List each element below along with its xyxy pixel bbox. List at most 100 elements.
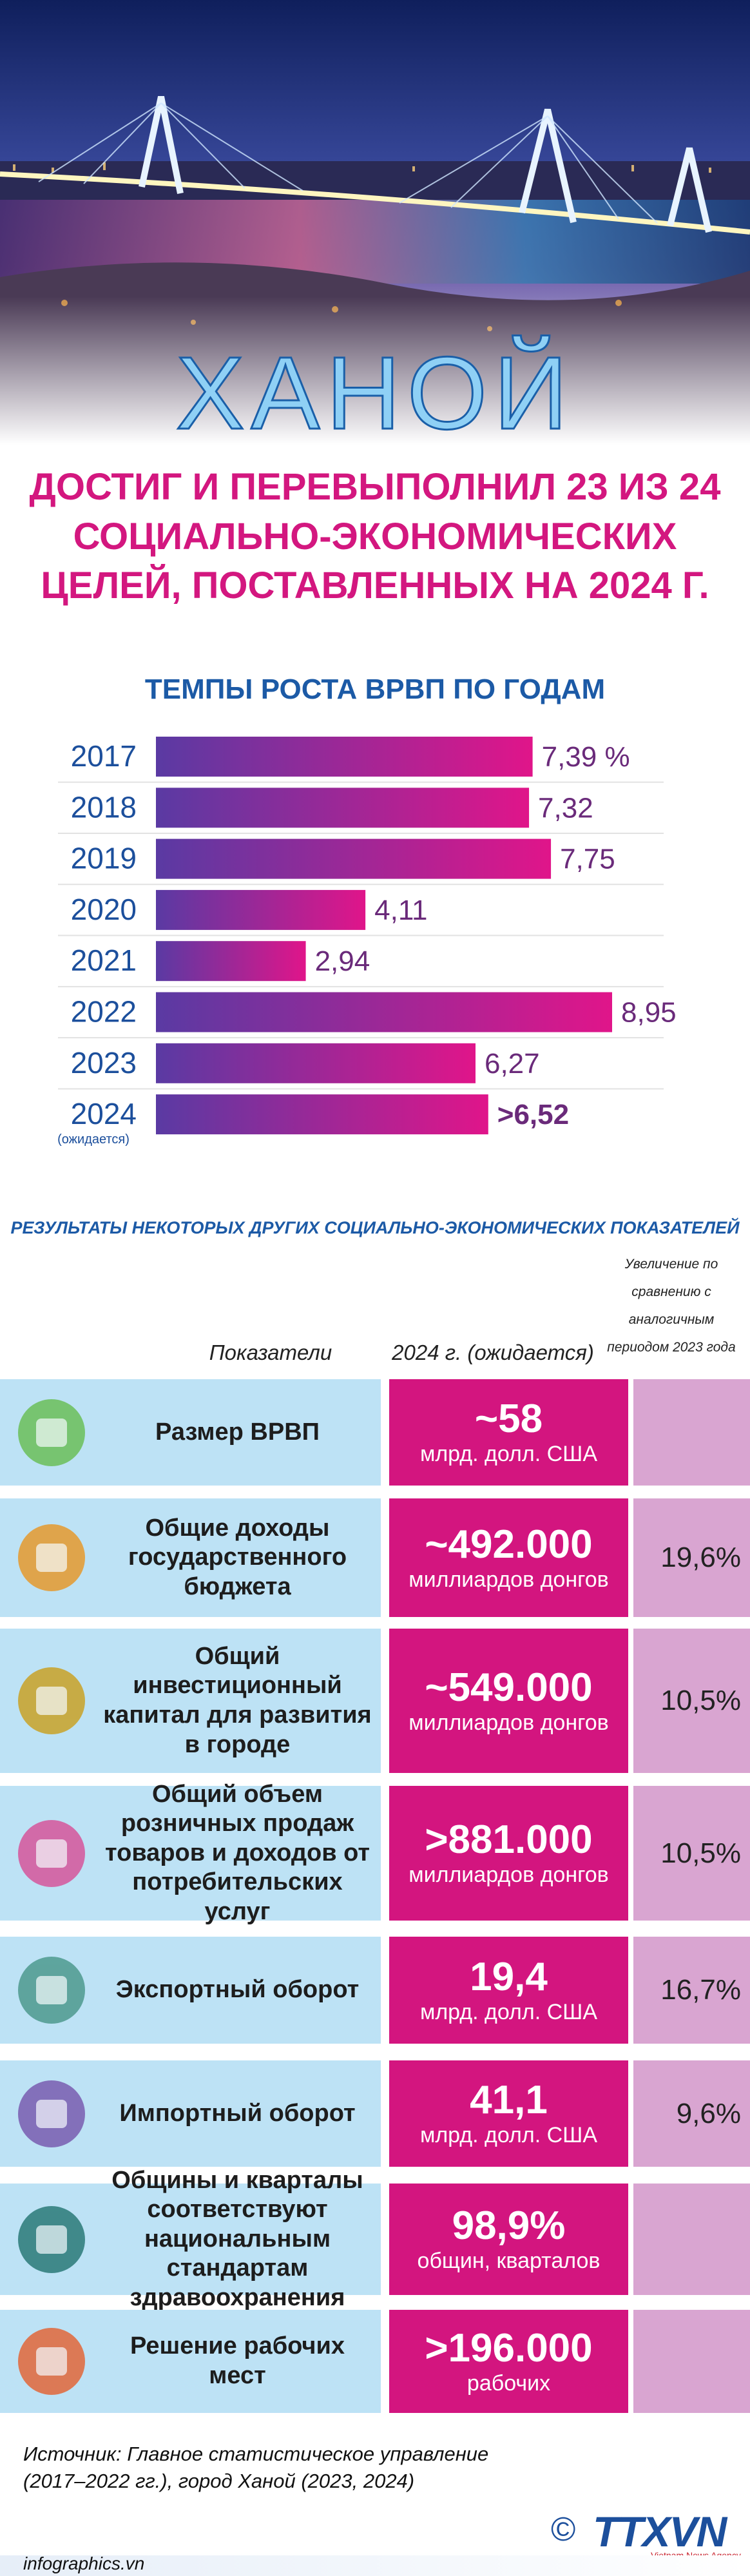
value-label: 7,39 % (542, 741, 630, 773)
year-label: 2022 (71, 995, 137, 1029)
icon (18, 2328, 85, 2395)
icon (18, 1819, 85, 1887)
value: >196.000 (425, 2325, 593, 2370)
footer-strip (0, 2555, 750, 2576)
value: ~58 (474, 1397, 543, 1441)
icon-detail (36, 1976, 67, 2004)
change-cell: 10,5% (633, 1786, 750, 1921)
change-note: периодом 2023 года (607, 1340, 736, 1355)
change-cell: 9,6% (633, 2060, 750, 2167)
value: 41,1 (470, 2078, 548, 2122)
headline: СОЦИАЛЬНО-ЭКОНОМИЧЕСКИХ (73, 516, 677, 557)
change-cell (633, 2184, 750, 2295)
year-label: 2018 (71, 790, 137, 824)
value: >881.000 (425, 1817, 593, 1862)
icon (18, 1667, 85, 1734)
indicator-cell: Решение рабочих мест (0, 2310, 381, 2413)
bar (156, 1094, 488, 1135)
icon-detail (36, 2225, 67, 2254)
change-cell: 19,6% (633, 1498, 750, 1617)
indicator-label: Решение рабочих мест (130, 2332, 345, 2389)
year-label: 2021 (71, 944, 137, 977)
indicator-cell: Размер ВРВП (0, 1379, 381, 1486)
bar (156, 838, 552, 879)
site: infographics.vn (23, 2553, 145, 2573)
bar-chart: 2017 7,39 % 2018 7,32 2019 7,75 2020 4,11 2021 2,… (57, 737, 677, 1147)
bar (156, 941, 306, 982)
chart-title: ТЕМПЫ РОСТА ВРВП ПО ГОДАМ (144, 673, 606, 705)
value-label: 2,94 (315, 945, 370, 977)
header-photo (0, 0, 750, 445)
bar (156, 737, 533, 777)
icon-detail (36, 1544, 67, 1572)
category-note: (ожидается) (57, 1132, 130, 1147)
indicator-cell: Экспортный оборот (0, 1937, 381, 2044)
indicator-label: Импортный оборот (119, 2099, 356, 2127)
value-label: 6,27 (485, 1048, 540, 1080)
copyright: © (551, 2511, 576, 2548)
value-cell: 41,1 млрд. долл. США (389, 2060, 628, 2167)
logo: TTXVN (593, 2508, 727, 2555)
indicator-label: Общий инвестиционный капитал для развити… (103, 1642, 372, 1758)
icon-detail (36, 2099, 67, 2128)
value-cell: >881.000 миллиардов донгов (389, 1786, 628, 1921)
headline: ЦЕЛЕЙ, ПОСТАВЛЕННЫХ НА 2024 Г. (41, 565, 709, 606)
change: 10,5% (660, 1837, 741, 1869)
source: (2017–2022 гг.), город Ханой (2023, 2024… (23, 2470, 415, 2492)
value-label: 7,32 (538, 792, 593, 824)
change-cell (633, 2310, 750, 2413)
unit: миллиардов донгов (409, 1567, 609, 1592)
value-cell: 98,9% общин, кварталов (389, 2184, 628, 2295)
bar (156, 992, 612, 1032)
table-title: РЕЗУЛЬТАТЫ НЕКОТОРЫХ ДРУГИХ СОЦИАЛЬНО-ЭК… (10, 1218, 740, 1237)
value: ~492.000 (425, 1522, 593, 1567)
icon-detail (36, 1687, 67, 1715)
icon (18, 2080, 85, 2147)
year-label: 2020 (71, 893, 137, 926)
headline: ДОСТИГ И ПЕРЕВЫПОЛНИЛ 23 ИЗ 24 (29, 466, 721, 508)
indicator-cell: Импортный оборот (0, 2060, 381, 2167)
change-cell (633, 1379, 750, 1486)
unit: миллиардов донгов (409, 1863, 609, 1888)
change-cell: 10,5% (633, 1629, 750, 1773)
indicator-label: Экспортный оборот (115, 1976, 360, 2004)
indicator-label: Размер ВРВП (155, 1418, 320, 1446)
icon (18, 1524, 85, 1591)
indicator-label: Общий объем розничных продаж товаров и д… (105, 1780, 370, 1925)
indicator-cell: Общий инвестиционный капитал для развити… (0, 1629, 381, 1773)
year-label: 2019 (71, 842, 137, 875)
unit: рабочих (466, 2370, 551, 2396)
change: 16,7% (660, 1974, 741, 2006)
value: ~549.000 (425, 1665, 593, 1710)
unit: общин, кварталов (417, 2249, 601, 2274)
value-label: 8,95 (621, 997, 677, 1029)
value-cell: >196.000 рабочих (389, 2310, 628, 2413)
unit: млрд. долл. США (419, 1442, 598, 1467)
value: 98,9% (452, 2203, 566, 2248)
indicator-cell: Общий объем розничных продаж товаров и д… (0, 1780, 381, 1925)
unit: млрд. долл. США (419, 1999, 598, 2024)
icon-detail (36, 2347, 67, 2376)
year-label: 2017 (71, 739, 137, 773)
bar (156, 788, 530, 828)
value-label: 7,75 (560, 844, 615, 875)
icon-detail (36, 1418, 67, 1447)
icon (18, 1399, 85, 1466)
change: 9,6% (676, 2097, 741, 2129)
change: 19,6% (660, 1542, 741, 1573)
unit: млрд. долл. США (419, 2123, 598, 2148)
value-cell: ~58 млрд. долл. США (389, 1379, 628, 1486)
value-cell: ~549.000 миллиардов донгов (389, 1629, 628, 1773)
change-cell: 16,7% (633, 1937, 750, 2044)
indicator-cell: Общины и кварталы соответствуют национал… (0, 2167, 381, 2311)
source: Источник: Главное статистическое управле… (23, 2443, 489, 2465)
value-cell: 19,4 млрд. долл. США (389, 1937, 628, 2044)
city-title: ХАНОЙ (175, 335, 575, 450)
value-label: 4,11 (374, 895, 427, 926)
year-label: 2024 (71, 1097, 137, 1130)
change: 10,5% (660, 1685, 741, 1716)
column-header: 2024 г. (ожидается) (392, 1341, 594, 1364)
column-header: Показатели (209, 1341, 332, 1364)
bar (156, 1043, 476, 1083)
